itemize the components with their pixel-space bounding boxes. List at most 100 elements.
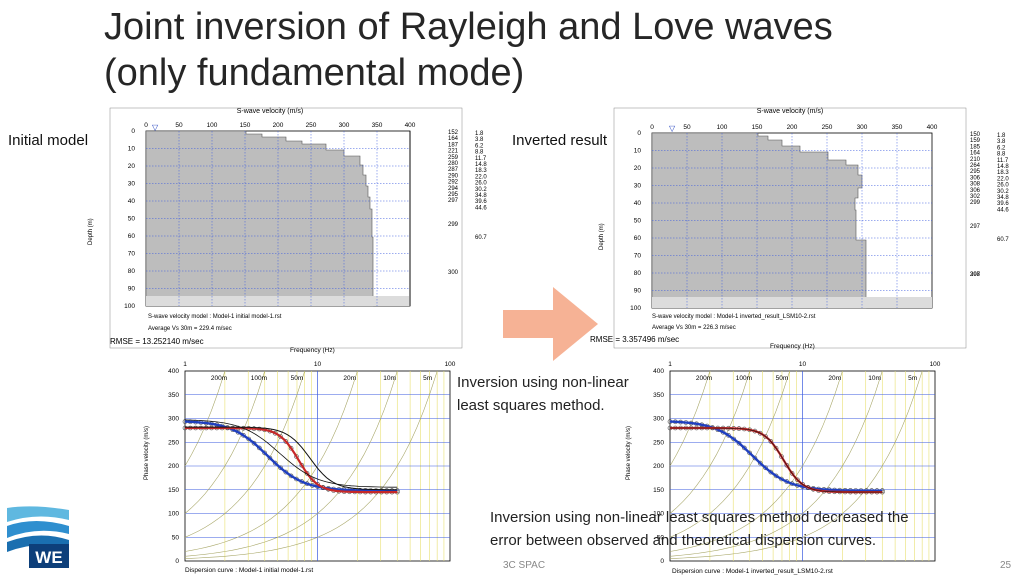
axis-labels: 200m 100m 50m 20m 10m 5m 1 10 100 400 350 300 250 200… [168, 361, 456, 565]
x-tick-label: 50 [683, 124, 691, 131]
layer-depth: 8.8 [997, 152, 1006, 158]
dispersion-caption: Dispersion curve : Model-1 inverted_resu… [672, 568, 833, 575]
layer-velocity: 164 [448, 136, 459, 142]
layer-depth: 34.8 [997, 195, 1009, 201]
wavelength-line [184, 370, 438, 559]
layer-velocity: 152 [448, 130, 459, 136]
data-curves [182, 419, 400, 495]
x-tick-label: 300 [339, 122, 350, 129]
y-tick-label: 100 [630, 305, 641, 312]
x-tick-label: 350 [372, 122, 383, 129]
x-tick-label: 200 [787, 124, 798, 131]
x-tick-label: 0 [144, 122, 148, 129]
layer-depth: 26.0 [475, 181, 487, 187]
layer-depth: 18.3 [997, 170, 1009, 176]
y-tick-label: 150 [168, 487, 179, 494]
layer-values: 1501591851642102642953063083063022992972… [970, 132, 1009, 278]
y-tick-label: 40 [634, 200, 642, 207]
y-tick-label: 300 [168, 416, 179, 423]
rayleigh-initial-curve [184, 419, 398, 488]
layer-velocity: 290 [448, 173, 459, 179]
layer-velocity: 292 [448, 180, 459, 186]
x-tick-label: 100 [445, 361, 456, 368]
right-arrow-icon [503, 287, 598, 361]
y-tick-label: 100 [124, 303, 135, 310]
layer-depth: 18.3 [475, 168, 487, 174]
wave-icon [7, 521, 69, 538]
x-tick-label: 10 [314, 361, 322, 368]
wavelength-label: 20m [343, 375, 356, 382]
x-tick-label: 100 [207, 122, 218, 129]
y-tick-label: 300 [653, 416, 664, 423]
layer-depth: 11.7 [475, 156, 487, 162]
wavelength-line [184, 370, 266, 514]
layer-depth: 6.2 [997, 145, 1006, 151]
grid-lines [652, 133, 932, 308]
rmse-value: RMSE = 13.252140 m/sec [110, 337, 204, 346]
wavelength-label: 200m [211, 375, 227, 382]
love-initial-curve [185, 426, 398, 491]
layer-velocity: 306 [970, 188, 981, 194]
y-tick-label: 100 [653, 511, 664, 518]
axis-title-velocity: S-wave velocity (m/s) [237, 108, 304, 115]
layer-depth: 39.6 [997, 201, 1009, 207]
layer-velocity: 295 [448, 192, 459, 198]
velocity-fill [651, 132, 867, 309]
layer-velocity: 159 [970, 138, 981, 144]
x-tick-label: 50 [175, 122, 183, 129]
layer-depth: 22.0 [997, 176, 1009, 182]
wave-icon [7, 535, 69, 552]
layer-depth: 3.8 [475, 137, 484, 143]
water-level-icon: ▽ [669, 124, 676, 133]
rayleigh-observed-point [267, 455, 273, 461]
wavelength-label: 10m [868, 375, 881, 382]
y-tick-label: 0 [637, 130, 641, 137]
love-observed-point [283, 439, 289, 444]
data-curves [667, 419, 885, 495]
y-tick-label: 80 [128, 268, 136, 275]
x-tick-labels: 0 50 100 150 200 250 300 350 400 [144, 122, 416, 129]
y-tick-label: 60 [128, 233, 136, 240]
halfspace-band [146, 296, 410, 306]
wavelength-label: 20m [828, 375, 841, 382]
wavelength-line [669, 370, 923, 559]
layer-velocity: 299 [970, 200, 981, 206]
annotation-method: Inversion using non-linear least squares… [455, 371, 631, 417]
rayleigh-observed-point [747, 450, 752, 456]
layer-depth: 30.2 [997, 189, 1009, 195]
layer-depth: 34.8 [475, 193, 487, 199]
y-tick-label: 50 [128, 216, 136, 223]
rayleigh-observed-point [272, 460, 278, 466]
layer-depth: 44.6 [475, 205, 487, 211]
rayleigh-observed-point [278, 465, 283, 471]
label-inverted-result: Inverted result [512, 132, 608, 149]
y-tick-label: 40 [128, 198, 136, 205]
annotation-result-line-2: error between observed and theoretical d… [490, 532, 877, 549]
layer-depth: 60.7 [997, 237, 1009, 243]
y-tick-label: 350 [653, 392, 664, 399]
x-tick-label: 10 [799, 361, 807, 368]
layer-velocity: 287 [448, 167, 459, 173]
wavelength-label: 50m [291, 375, 304, 382]
rmse-value: RMSE = 3.357496 m/sec [590, 335, 679, 344]
love-theoretical-curve [185, 426, 398, 494]
y-tick-label: 250 [168, 439, 179, 446]
x-tick-label: 1 [668, 361, 672, 368]
layer-depth: 26.0 [997, 183, 1009, 189]
wavelength-label: 5m [423, 375, 432, 382]
layer-depth: 30.2 [475, 187, 487, 193]
rayleigh-observed-point [741, 445, 747, 451]
y-tick-label: 400 [168, 368, 179, 375]
layer-velocity: 300 [448, 270, 459, 276]
x-tick-label: 400 [405, 122, 416, 129]
title-line-2: (only fundamental mode) [104, 52, 525, 94]
x-tick-label: 150 [240, 122, 251, 129]
rayleigh-observed-point [757, 460, 763, 466]
annotation-result-line-1: Inversion using non-linear least squares… [490, 509, 909, 526]
y-tick-label: 250 [653, 439, 664, 446]
dispersion-caption: Dispersion curve : Model-1 initial model… [185, 567, 313, 574]
y-tick-label: 50 [657, 534, 665, 541]
y-tick-label: 0 [131, 128, 135, 135]
grid-lines [184, 370, 450, 561]
